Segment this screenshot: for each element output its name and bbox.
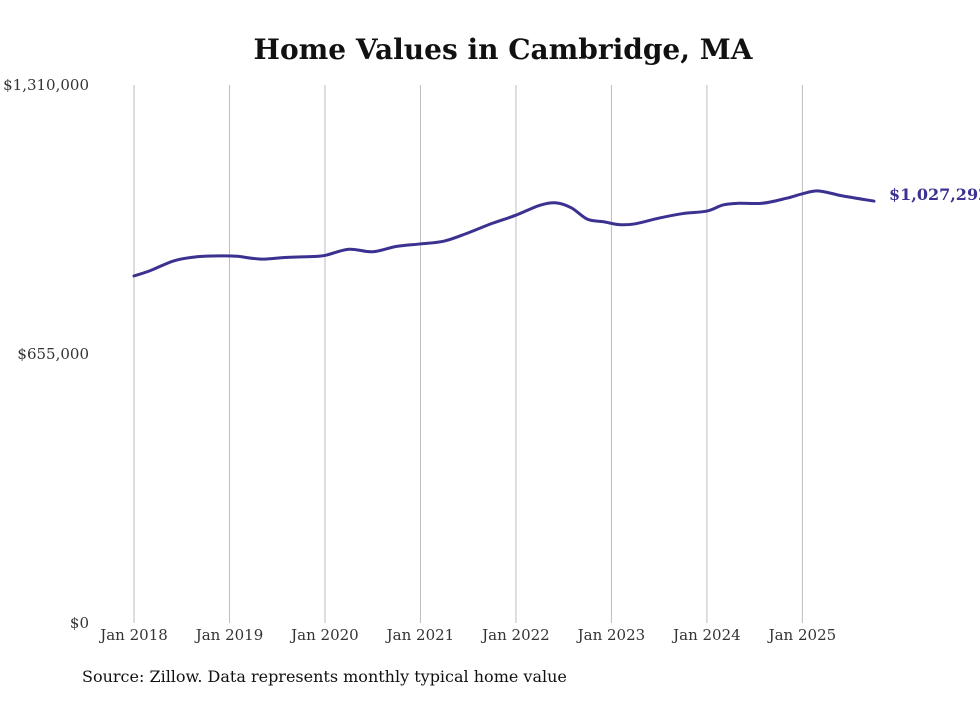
x-tick-label: Jan 2018 bbox=[98, 626, 168, 644]
x-tick-label: Jan 2025 bbox=[767, 626, 837, 644]
x-tick-label: Jan 2022 bbox=[480, 626, 550, 644]
y-tick-label: $0 bbox=[70, 614, 89, 632]
x-tick-label: Jan 2021 bbox=[385, 626, 455, 644]
gridlines bbox=[133, 85, 803, 623]
series-group: $1,027,292 bbox=[132, 185, 980, 278]
source-note: Source: Zillow. Data represents monthly … bbox=[82, 667, 567, 686]
end-value-label: $1,027,292 bbox=[889, 185, 980, 204]
chart-title: Home Values in Cambridge, MA bbox=[254, 33, 754, 66]
y-axis: $0 $655,000 $1,310,000 bbox=[3, 76, 89, 632]
y-tick-label: $655,000 bbox=[17, 345, 89, 363]
series-line bbox=[132, 189, 876, 278]
y-tick-label: $1,310,000 bbox=[3, 76, 89, 94]
x-axis: Jan 2018 Jan 2019 Jan 2020 Jan 2021 Jan 2022… bbox=[98, 626, 836, 644]
x-tick-label: Jan 2020 bbox=[289, 626, 359, 644]
x-tick-label: Jan 2019 bbox=[194, 626, 264, 644]
x-tick-label: Jan 2024 bbox=[671, 626, 741, 644]
x-tick-label: Jan 2023 bbox=[576, 626, 646, 644]
